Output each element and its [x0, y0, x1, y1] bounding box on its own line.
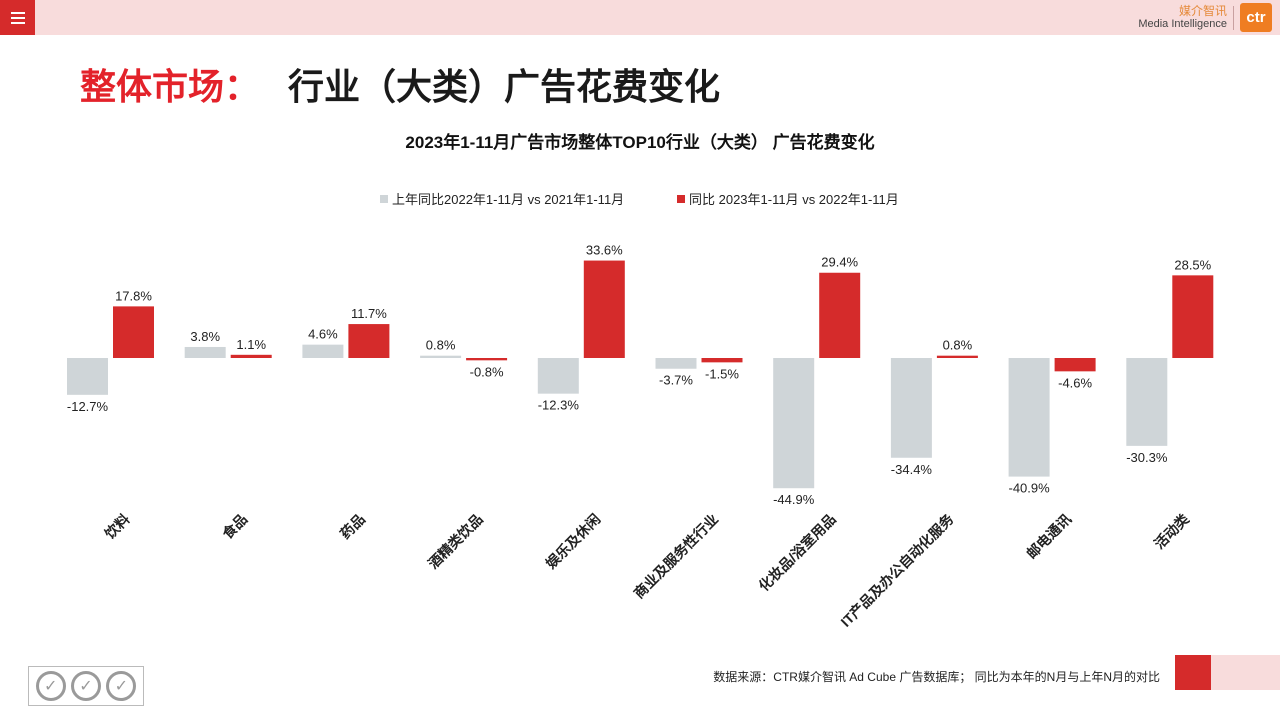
bar-current [936, 355, 978, 358]
data-label: 3.8% [190, 329, 220, 344]
menu-icon-line [10, 21, 25, 24]
bar-current [701, 358, 743, 363]
menu-button[interactable] [0, 0, 35, 35]
data-label: 29.4% [821, 255, 858, 270]
bar-chart: 2023年1-11月广告市场整体TOP10行业（大类） 广告花费变化 上年同比2… [67, 132, 1214, 630]
logo-divider [1233, 5, 1234, 30]
bar-prior [773, 358, 815, 489]
legend-swatch [380, 195, 388, 203]
category-label: 化妆品/浴室用品 [755, 511, 838, 594]
data-label: 4.6% [308, 327, 338, 342]
bar-current [819, 272, 861, 358]
logo-mark: ctr [1240, 3, 1272, 32]
top-bar [0, 0, 1280, 35]
bar-current [583, 260, 625, 358]
bar-prior [1008, 358, 1050, 477]
legend-label: 上年同比2022年1-11月 vs 2021年1-11月 [392, 192, 624, 207]
category-label: 药品 [337, 511, 368, 542]
data-label: 0.8% [943, 338, 973, 353]
data-label: -30.3% [1126, 450, 1168, 465]
footer-pink-block [1211, 655, 1280, 690]
chart-bars: -12.7% 17.8% 3.8% 1.1% 4.6% 11.7% 0.8% -0.8% -12… [67, 243, 1214, 507]
ctr-logo: 媒介智讯 Media Intelligence ctr [1138, 3, 1272, 32]
data-label: -34.4% [891, 462, 933, 477]
bar-current [466, 358, 508, 361]
data-label: -12.3% [538, 398, 580, 413]
category-labels: 饮料 食品 药品 酒精类饮品 娱乐及休闲 商业及服务性行业 化妆品/浴室用品IT产品及办公自… [101, 510, 1193, 630]
bar-prior [302, 344, 344, 358]
bar-current [1172, 275, 1214, 358]
chart-title: 2023年1-11月广告市场整体TOP10行业（大类） 广告花费变化 [405, 132, 874, 152]
logo-cn: 媒介智讯 [1178, 3, 1227, 18]
bar-prior [537, 358, 579, 394]
data-label: 0.8% [426, 338, 456, 353]
category-label: 娱乐及休闲 [543, 511, 604, 572]
bar-current [1054, 358, 1096, 372]
data-label: 17.8% [115, 288, 152, 303]
category-label: 活动类 [1151, 510, 1193, 552]
logo-en: Media Intelligence [1138, 17, 1227, 30]
data-label: -4.6% [1058, 375, 1092, 390]
bar-prior [184, 346, 226, 358]
data-label: 33.6% [586, 243, 623, 258]
data-label: -3.7% [659, 373, 693, 388]
category-label: 邮电通讯 [1023, 511, 1074, 562]
logo-text: 媒介智讯 Media Intelligence [1138, 3, 1227, 31]
legend-label: 同比 2023年1-11月 vs 2022年1-11月 [689, 192, 899, 207]
footer-red-block [1175, 655, 1211, 690]
menu-icon-line [10, 11, 25, 14]
sgs-seal-icon: ✓ [35, 671, 66, 701]
bar-prior [67, 358, 108, 395]
legend-swatch [677, 195, 685, 203]
data-label: -44.9% [773, 492, 815, 507]
chart-legend: 上年同比2022年1-11月 vs 2021年1-11月 同比 2023年1-11… [380, 192, 899, 207]
data-label: 28.5% [1174, 257, 1211, 272]
data-label: 1.1% [236, 337, 266, 352]
page-title: 整体市场： 行业（大类）广告花费变化 [80, 58, 720, 110]
category-label: 商业及服务性行业 [631, 511, 722, 602]
bar-prior [420, 355, 462, 358]
bar-prior [890, 358, 932, 458]
bar-current [348, 324, 390, 358]
sgs-certification-badges: ✓ ✓ ✓ [28, 666, 144, 706]
data-label: -1.5% [705, 366, 739, 381]
footer-source-note: 数据来源：CTR媒介智讯 Ad Cube 广告数据库； 同比为本年的N月与上年N… [713, 670, 1160, 684]
data-label: -40.9% [1008, 481, 1050, 496]
bar-current [113, 306, 154, 358]
menu-icon-line [10, 16, 25, 19]
data-label: 11.7% [351, 306, 387, 321]
bar-prior [655, 358, 697, 369]
sgs-seal-icon: ✓ [70, 671, 101, 701]
category-label: IT产品及办公自动化服务 [837, 510, 957, 630]
data-label: -0.8% [470, 364, 504, 379]
category-label: 食品 [219, 511, 250, 542]
category-label: 饮料 [101, 511, 133, 543]
page-title-red: 整体市场： [80, 66, 261, 107]
page-title-black: 行业（大类）广告花费变化 [288, 66, 721, 107]
sgs-seal-icon: ✓ [106, 671, 137, 701]
category-label: 酒精类饮品 [425, 511, 486, 572]
data-label: -12.7% [67, 399, 109, 414]
bar-current [230, 354, 272, 358]
bar-prior [1126, 358, 1168, 446]
